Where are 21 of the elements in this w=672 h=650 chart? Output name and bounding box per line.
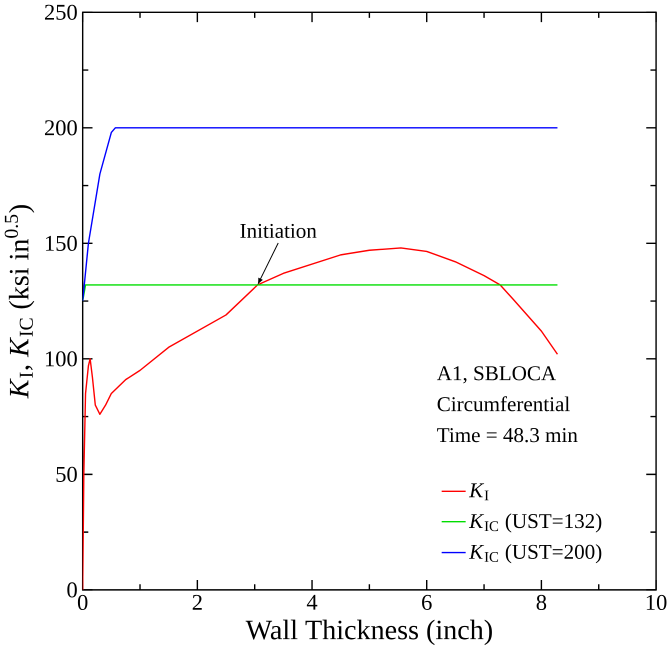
y-tick-label: 150 <box>46 236 77 251</box>
legend-label: K$_{I}$ <box>468 483 489 500</box>
x-axis-title: Wall Thickness (inch) <box>246 620 492 646</box>
y-tick-label: 50 <box>56 466 77 482</box>
y-tick-label: 0 <box>67 582 77 598</box>
y-tick-label: 100 <box>46 351 77 367</box>
y-axis-title: K$_{I}$, K$_{IC}$ (ksi in$^{0.5}$) <box>4 205 34 399</box>
annotation: Initiation <box>240 224 317 238</box>
legend-label: K$_{IC}$ (UST=200) <box>468 544 602 564</box>
y-tick-label: 250 <box>44 4 77 20</box>
annotation: Time = 48.3 min <box>437 428 578 442</box>
x-tick-label: 6 <box>422 594 432 610</box>
x-tick-label: 0 <box>78 594 88 610</box>
x-tick-label: 10 <box>646 594 666 610</box>
x-tick-label: 8 <box>536 594 546 610</box>
x-tick-label: 4 <box>306 594 318 610</box>
x-tick-label: 2 <box>192 594 202 610</box>
legend-label: K$_{IC}$ (UST=132) <box>468 513 602 533</box>
y-tick-label: 200 <box>44 120 77 136</box>
annotation: Circumferential <box>438 396 570 412</box>
annotation: A1, SBLOCA <box>436 366 556 384</box>
